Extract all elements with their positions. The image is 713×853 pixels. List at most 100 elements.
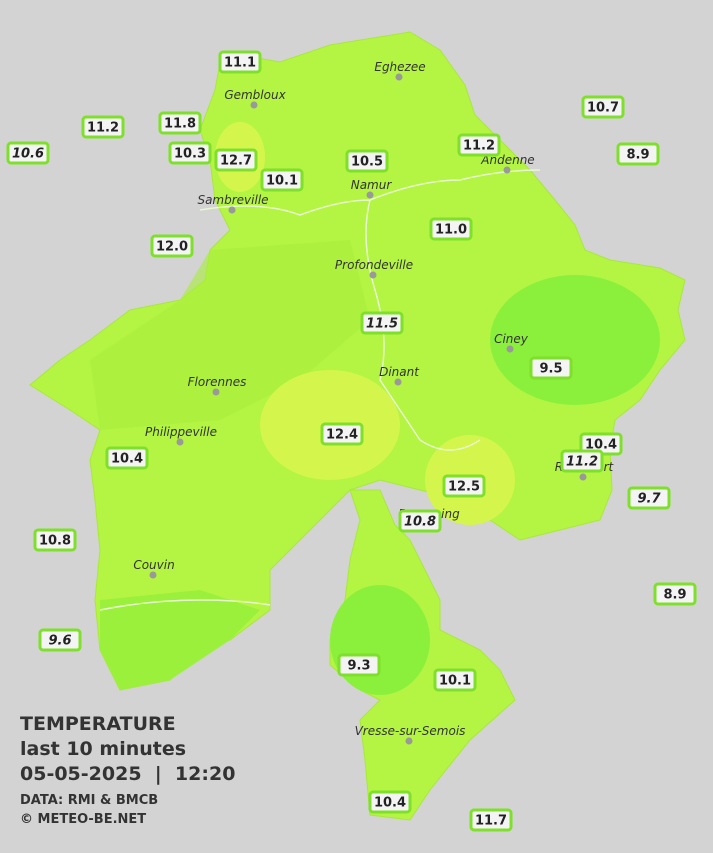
station: 10.5	[345, 149, 389, 173]
station: 12.7	[214, 148, 258, 172]
station-value: 10.5	[351, 155, 383, 170]
station: 10.7	[581, 95, 625, 119]
station-box	[81, 115, 125, 139]
station: 11.2	[81, 115, 125, 139]
station-box	[168, 141, 212, 165]
town-dot	[176, 438, 184, 446]
station-value: 11.0	[435, 223, 467, 238]
station-box	[581, 95, 625, 119]
town-label: Ciney	[494, 332, 529, 346]
station: 11.0	[429, 217, 473, 241]
station-box	[214, 148, 258, 172]
station-box	[150, 234, 194, 258]
station-box	[320, 422, 364, 446]
station-value: 11.2	[566, 455, 598, 470]
town-label: Vresse-sur-Semois	[355, 724, 466, 738]
station-box	[105, 446, 149, 470]
station-box	[345, 149, 389, 173]
station-box	[627, 486, 671, 510]
legend-source: DATA: RMI & BMCB	[20, 793, 158, 808]
station-value: 10.3	[174, 147, 206, 162]
town-dot	[149, 571, 157, 579]
station-box	[469, 808, 513, 832]
town-dot	[366, 191, 374, 199]
station: 11.8	[158, 111, 202, 135]
town-label: Namur	[351, 178, 393, 192]
station-box	[260, 168, 304, 192]
station-box	[442, 474, 486, 498]
station-value: 10.1	[439, 674, 471, 689]
legend-credit: © METEO-BE.NET	[20, 812, 146, 827]
town-label: Profondeville	[335, 258, 413, 272]
zone-cool	[330, 585, 430, 695]
station-box	[429, 217, 473, 241]
station: 9.6	[38, 628, 82, 652]
town-dot	[394, 378, 402, 386]
station: 9.5	[529, 356, 573, 380]
station-box	[33, 528, 77, 552]
station-value: 9.6	[48, 634, 71, 649]
station: 12.5	[442, 474, 486, 498]
station-box	[6, 141, 50, 165]
town-dot	[369, 271, 377, 279]
town-dot	[579, 473, 587, 481]
station: 10.1	[260, 168, 304, 192]
station-value: 10.4	[374, 796, 406, 811]
station: 11.2	[560, 449, 604, 473]
river	[99, 169, 541, 611]
station: 9.3	[337, 653, 381, 677]
station-value: 8.9	[663, 588, 686, 603]
station-value: 11.7	[475, 814, 507, 829]
station: 11.2	[457, 133, 501, 157]
station-box	[529, 356, 573, 380]
station: 11.5	[360, 311, 404, 335]
town-dot	[395, 73, 403, 81]
town-dot	[212, 388, 220, 396]
town-label: Couvin	[133, 558, 174, 572]
station-value: 8.9	[626, 148, 649, 163]
station-value: 10.4	[111, 452, 143, 467]
station: 9.7	[627, 486, 671, 510]
station-value: 9.7	[637, 492, 661, 507]
station-value: 10.7	[587, 101, 619, 116]
station: 10.4	[368, 790, 412, 814]
legend-title: TEMPERATURE	[20, 713, 176, 735]
station: 11.7	[469, 808, 513, 832]
station-value: 10.1	[266, 174, 298, 189]
station: 10.1	[433, 668, 477, 692]
station-box	[398, 509, 442, 533]
town-label: Florennes	[188, 375, 247, 389]
town-label: Dinant	[379, 365, 420, 379]
legend-datetime: 05-05-2025 | 12:20	[20, 763, 235, 785]
station-value: 11.2	[87, 121, 119, 136]
town-label: Eghezee	[374, 60, 425, 74]
town-dot	[405, 737, 413, 745]
zone-cool	[100, 590, 260, 690]
station-value: 10.4	[585, 438, 617, 453]
station-box	[368, 790, 412, 814]
town-label: Gembloux	[224, 88, 286, 102]
station-value: 11.8	[164, 117, 196, 132]
station-value: 11.2	[463, 139, 495, 154]
station: 10.8	[33, 528, 77, 552]
station-value: 11.5	[366, 317, 398, 332]
town-label: Philippeville	[145, 425, 217, 439]
station-value: 10.8	[39, 534, 71, 549]
station-box	[158, 111, 202, 135]
station-box	[337, 653, 381, 677]
station: 10.3	[168, 141, 212, 165]
town-dot	[228, 206, 236, 214]
station: 10.4	[105, 446, 149, 470]
town-label: Sambreville	[197, 193, 268, 207]
station-box	[653, 582, 697, 606]
town-dot	[506, 345, 514, 353]
station-box	[218, 50, 262, 74]
station-value: 12.7	[220, 154, 252, 169]
station: 11.1	[218, 50, 262, 74]
station-box	[433, 668, 477, 692]
station: 8.9	[653, 582, 697, 606]
station-box	[38, 628, 82, 652]
station-box	[360, 311, 404, 335]
